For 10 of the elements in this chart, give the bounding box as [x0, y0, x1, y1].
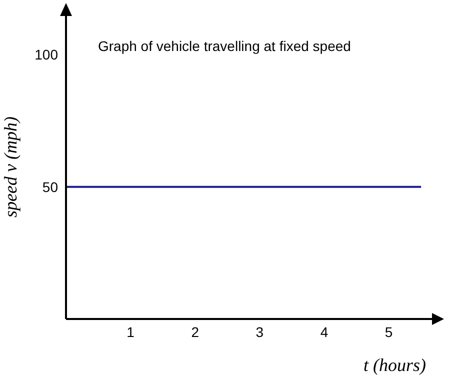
- x-axis-title: t (hours): [364, 355, 426, 375]
- x-tick-label: 5: [384, 324, 393, 340]
- text: Graph of vehicle travelling at fixed speed: [98, 38, 351, 54]
- x-tick-label: 4: [320, 324, 328, 340]
- x-tick-label: 3: [256, 324, 264, 340]
- x-tick-label: 2: [191, 324, 200, 340]
- y-tick-label: 100: [34, 46, 58, 63]
- y-axis-title: speed v (mph): [0, 116, 20, 218]
- y-tick-label: 50: [42, 178, 58, 195]
- x-tick-label: 1: [126, 324, 135, 340]
